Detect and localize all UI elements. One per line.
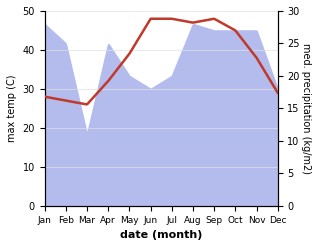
Y-axis label: med. precipitation (kg/m2): med. precipitation (kg/m2) <box>301 43 311 174</box>
Y-axis label: max temp (C): max temp (C) <box>7 75 17 142</box>
X-axis label: date (month): date (month) <box>120 230 202 240</box>
